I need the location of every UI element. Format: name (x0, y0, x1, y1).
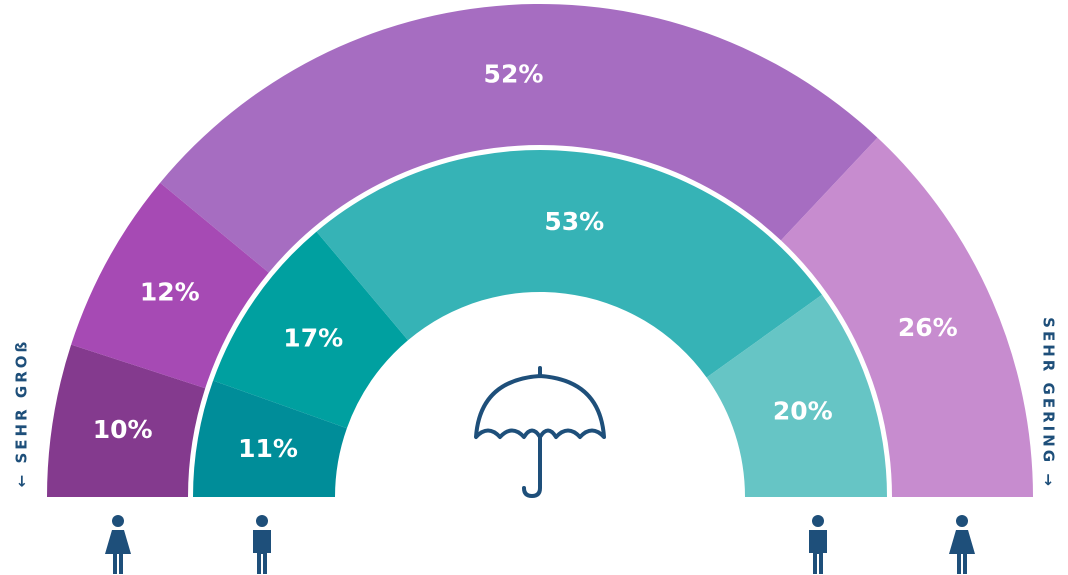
value-label: 52% (484, 59, 544, 88)
segment (780, 137, 1033, 497)
value-label: 11% (238, 434, 298, 463)
value-label: 12% (140, 277, 200, 306)
value-label: 20% (773, 397, 833, 426)
value-label: 17% (283, 324, 343, 353)
value-label: 26% (898, 313, 958, 342)
segment (71, 182, 269, 389)
segment (193, 380, 347, 497)
segment (47, 344, 206, 497)
value-label: 53% (544, 207, 604, 236)
segment (706, 294, 887, 497)
left-label: ← SEHR GROß (13, 339, 31, 488)
segment (316, 150, 822, 378)
rings: 10% 12% 52% 26% 11% 17% 53% 20% (47, 3, 1033, 497)
umbrella-icon (474, 366, 606, 498)
segment (160, 3, 878, 273)
segment (213, 231, 408, 429)
person-icons (105, 515, 975, 574)
right-label: SEHR GERING → (1040, 317, 1058, 489)
value-label: 10% (93, 415, 153, 444)
